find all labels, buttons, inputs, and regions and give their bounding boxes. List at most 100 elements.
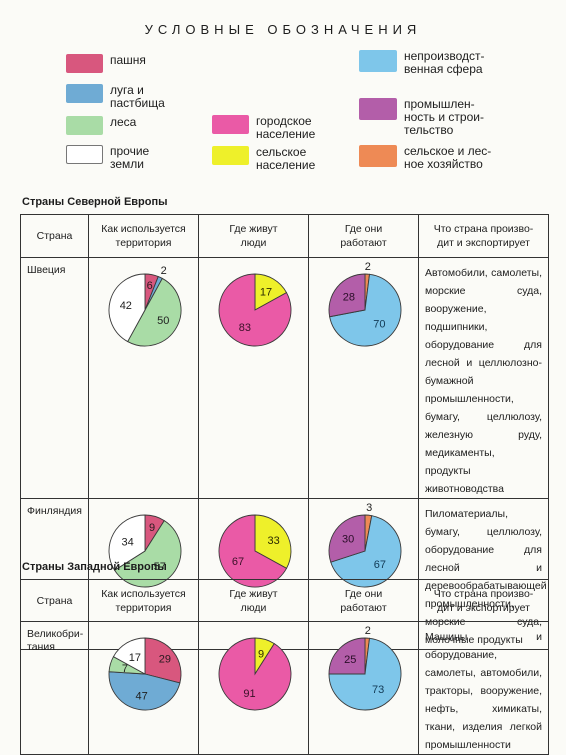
legend-swatch-arable [66, 54, 103, 73]
legend-item-agri: сельское и лес- ное хозяйство [359, 145, 491, 171]
pie-label-agri: 2 [365, 625, 371, 637]
legend-label-urban: городское население [256, 114, 316, 141]
pie-label-rural: 17 [260, 286, 272, 298]
chart-cell: 9 91 [198, 621, 309, 755]
header-exports: Что страна произво- дит и экспортирует [418, 214, 549, 258]
chart-cell: 29 47 7 17 [88, 621, 199, 755]
pie-slice-arable [144, 637, 182, 684]
legend-swatch-urban [212, 115, 249, 134]
table-west: Страна Как используется территория Где ж… [20, 579, 549, 755]
pie-label-rural: 33 [267, 535, 279, 547]
table-header-row: Страна Как используется территория Где ж… [20, 214, 549, 258]
pie-label-other: 42 [120, 300, 132, 312]
pie-slice-other [108, 514, 146, 571]
pie-slice-industry [328, 514, 366, 563]
pie-slice-industry [328, 637, 366, 675]
legend-swatch-services [359, 50, 397, 72]
pie-label-agri: 2 [365, 261, 371, 273]
legend-swatch-rural [212, 146, 249, 165]
pie-label-urban: 83 [239, 322, 251, 334]
legend-item-arable: пашня [66, 54, 146, 73]
pie-slice-rural [254, 514, 292, 569]
country-name: Швеция [20, 257, 89, 499]
pie-label-forest: 7 [122, 663, 128, 675]
pie-slice-services [330, 515, 402, 588]
country-name: Великобри- тания [20, 621, 89, 755]
exports-text: Машины и оборудование, самолеты, автомоб… [418, 621, 549, 755]
header-people: Где живут люди [198, 214, 309, 258]
legend-swatch-agri [359, 145, 397, 167]
header-territory: Как используется территория [88, 214, 199, 258]
pie-label-agri: 3 [366, 502, 372, 514]
header-country: Страна [20, 214, 89, 258]
pie-chart-territory: 62 50 42 [108, 265, 182, 347]
pie-slice-other [108, 273, 146, 343]
legend-item-other: прочие земли [66, 145, 149, 171]
legend-label-arable: пашня [110, 53, 146, 67]
legend-label-services: непроизводст- венная сфера [404, 49, 485, 76]
header-people: Где живут люди [198, 579, 309, 622]
legend-label-other: прочие земли [110, 144, 150, 171]
pie-label-meadow: 47 [135, 690, 147, 702]
chart-cell: 2 73 25 [308, 621, 419, 755]
pie-chart-people: 9 91 [218, 637, 292, 711]
pie-label-industry: 30 [342, 534, 354, 546]
chart-cell: 2 70 28 [308, 257, 419, 499]
header-country: Страна [20, 579, 89, 622]
pie-label-services: 67 [374, 559, 386, 571]
header-exports: Что страна произво- дит и экспортирует [418, 579, 549, 622]
pie-label-other: 34 [122, 536, 134, 548]
pie-chart-territory: 29 47 717 [108, 637, 182, 711]
section-title-west: Страны Западной Европы [22, 561, 167, 573]
header-work: Где они работают [308, 579, 419, 622]
pie-label-arable: 6 [147, 280, 153, 292]
pie-label-industry: 25 [344, 654, 356, 666]
header-work: Где они работают [308, 214, 419, 258]
header-territory: Как используется территория [88, 579, 199, 622]
legend-label-agri: сельское и лес- ное хозяйство [404, 144, 492, 171]
legend-label-rural: сельское население [256, 145, 316, 172]
legend-label-meadow: луга и пастбища [110, 83, 165, 110]
pie-label-arable: 29 [159, 654, 171, 666]
legend-item-rural: сельское население [212, 146, 315, 172]
pie-label-services: 73 [372, 684, 384, 696]
pie-label-urban: 67 [232, 556, 244, 568]
pie-label-services: 70 [373, 319, 385, 331]
pie-slice-urban [218, 273, 292, 347]
pie-label-arable: 9 [149, 522, 155, 534]
section-title-north: Страны Северной Европы [22, 196, 168, 208]
pie-label-forest: 57 [154, 561, 166, 573]
pie-chart-people: 33 67 [218, 514, 292, 588]
legend-item-industry: промышлен- ность и строи- тельство [359, 98, 484, 137]
legend-swatch-other [66, 145, 103, 164]
pie-chart-territory: 9 57 34 [108, 514, 182, 588]
pie-label-urban: 91 [243, 688, 255, 700]
table-row: Швеция 6 2 50 42 17 83 2 70 28 Автомобили, сам… [20, 257, 549, 499]
chart-cell: 6 2 50 42 [88, 257, 199, 499]
pie-chart-work: 2 73 25 [328, 625, 402, 711]
legend-label-industry: промышлен- ность и строи- тельство [404, 97, 484, 137]
pie-chart-work: 3 67 30 [328, 502, 402, 588]
pie-slice-other [112, 637, 146, 675]
legend-title: УСЛОВНЫЕ ОБОЗНАЧЕНИЯ [144, 22, 422, 37]
pie-slice-urban [218, 637, 292, 711]
table-row: Великобри- тания 29 47 7 17 9 91 2 73 25 Машин… [20, 621, 549, 755]
exports-text: Автомобили, самолеты, морские суда, воор… [418, 257, 549, 499]
legend-swatch-industry [359, 98, 397, 120]
legend-item-services: непроизводст- венная сфера [359, 50, 485, 76]
legend-label-forest: леса [110, 115, 137, 129]
table-header-row: Страна Как используется территория Где ж… [20, 579, 549, 622]
pie-label-forest: 50 [157, 315, 169, 327]
pie-label-industry: 28 [343, 292, 355, 304]
legend-item-urban: городское население [212, 115, 315, 141]
pie-label-meadow: 2 [161, 265, 167, 277]
legend-swatch-meadow [66, 84, 103, 103]
pie-slice-forest [127, 277, 182, 347]
pie-chart-work: 2 70 28 [328, 261, 402, 347]
pie-slice-meadow [108, 671, 181, 711]
pie-label-rural: 9 [258, 648, 264, 660]
pie-slice-industry [328, 273, 366, 318]
legend-swatch-forest [66, 116, 103, 135]
pie-label-other: 17 [129, 652, 141, 664]
